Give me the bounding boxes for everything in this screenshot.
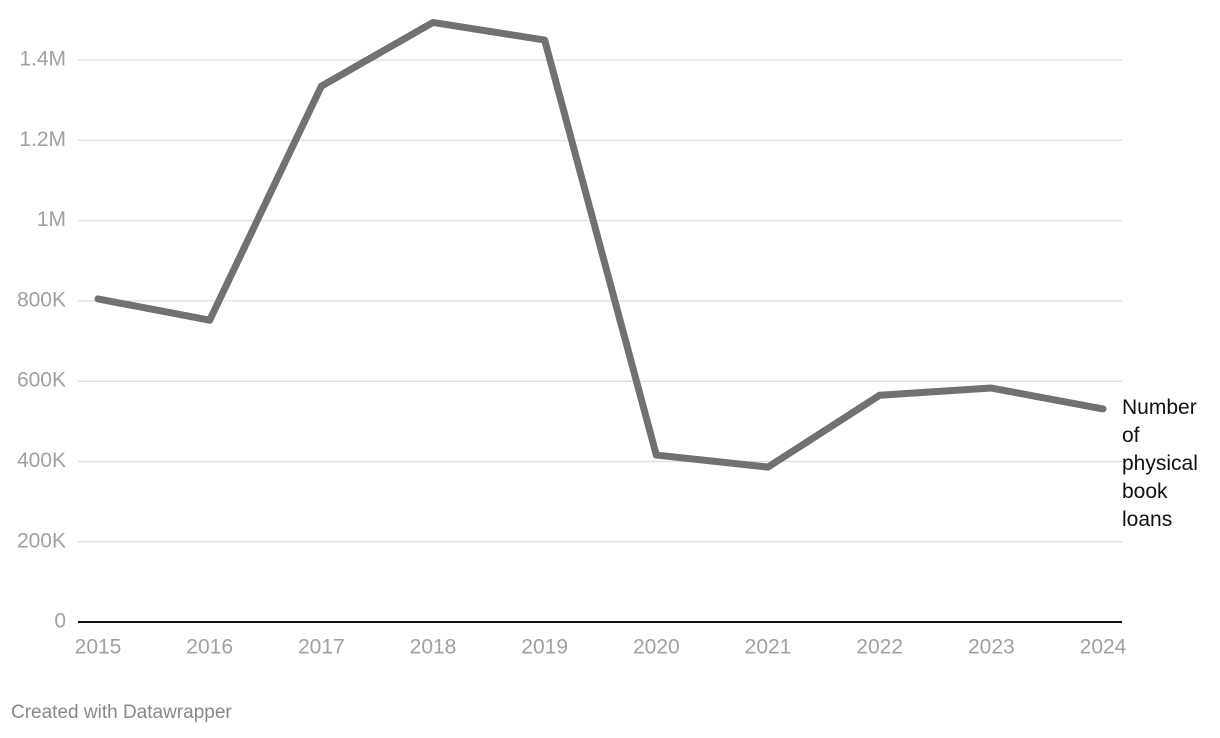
x-tick-label: 2017 [298, 636, 345, 659]
credit: Created with Datawrapper [11, 702, 232, 723]
y-tick-label: 800K [17, 288, 66, 311]
x-tick-label: 2016 [186, 636, 233, 659]
x-tick-label: 2024 [1080, 636, 1127, 659]
series-label: Number of physical book loans [1122, 396, 1198, 531]
y-tick-label: 400K [17, 449, 66, 472]
y-tick-label: 200K [17, 529, 66, 552]
x-tick-label: 2021 [745, 636, 792, 659]
y-tick-label: 1.4M [19, 48, 66, 71]
x-tick-label: 2019 [521, 636, 568, 659]
y-tick-label: 1M [37, 208, 66, 231]
line [94, 18, 1107, 471]
y-tick-label: 1.2M [19, 128, 66, 151]
y-tick-label: 600K [17, 369, 66, 392]
x-tick-label: 2022 [856, 636, 903, 659]
x-tick-label: 2015 [75, 636, 122, 659]
x-tick-label: 2020 [633, 636, 680, 659]
x-tick-label: 2018 [410, 636, 457, 659]
x-tick-label: 2023 [968, 636, 1015, 659]
y-tick-label: 0 [54, 610, 66, 633]
